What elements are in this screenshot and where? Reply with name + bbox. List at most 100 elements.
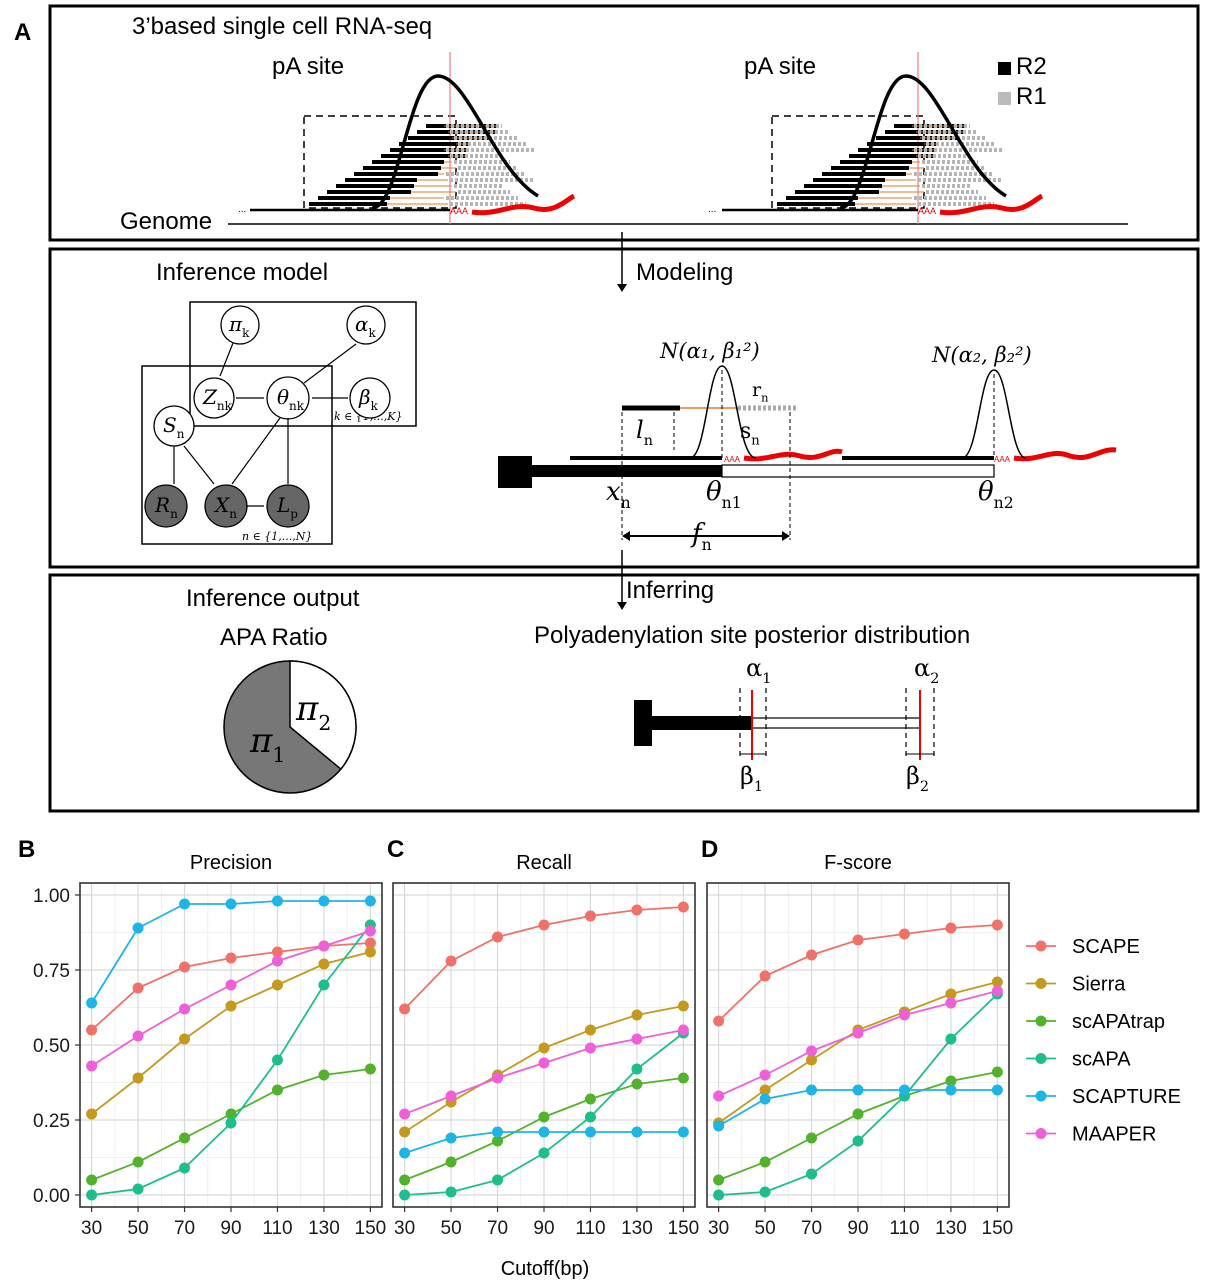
alpha1-label: α1 [746,654,771,687]
point-sierra [584,1024,596,1036]
x-tick-label: 150 [355,1218,387,1239]
point-scapa [225,1117,237,1129]
pi1-label: π1 [249,721,285,767]
point-scape [759,970,771,982]
point-scapture [806,1084,818,1096]
legend-r2-swatch [998,62,1011,75]
point-scapatrap [492,1135,504,1147]
point-scapture [225,898,237,910]
point-maaper [713,1090,725,1102]
point-scapture [179,898,191,910]
point-scape [132,982,144,994]
point-scape [852,934,864,946]
plate-k [189,301,417,427]
pie-slice-pi2 [289,660,357,771]
x-tick-label: 90 [533,1218,554,1239]
point-scapatrap [713,1174,725,1186]
point-scapa [584,1111,596,1123]
legend-r1-swatch [998,92,1011,105]
point-scapture [713,1120,725,1132]
point-sierra [132,1072,144,1084]
x-tick-label: 50 [128,1218,149,1239]
point-scapture [492,1126,504,1138]
point-scapa [538,1147,550,1159]
svg-text:AAA: AAA [918,206,936,216]
point-maaper [806,1045,818,1057]
point-scapatrap [364,1063,376,1075]
read-pile-left: ... AAA [238,52,576,224]
utr-bar [721,464,995,478]
point-scapture [677,1126,689,1138]
point-maaper [852,1027,864,1039]
point-scape [492,931,504,943]
point-scapture [584,1126,596,1138]
fn-label: fn [690,519,712,554]
point-scapatrap [179,1132,191,1144]
point-scapatrap [677,1072,689,1084]
point-scape [677,901,689,913]
legend-key-point [1035,940,1047,952]
panel-a-letter: A [14,19,31,46]
point-scapatrap [132,1156,144,1168]
modeling-diagram: AAA AAA N(α₁, β₁²) N(α₂, β₂²) rn ln sn xn θn… [498,339,1117,554]
dist1-label: N(α₁, β₁²) [659,339,760,363]
inferring-arrowhead [617,602,627,610]
node-theta-label: θnk [277,385,305,413]
point-scape [991,919,1003,931]
point-scapa [492,1174,504,1186]
point-scape [225,952,237,964]
section-rnaseq-box [48,4,1200,242]
x-tick-label: 110 [262,1218,292,1239]
point-sierra [806,1054,818,1066]
point-scapa [271,1054,283,1066]
x-tick-label: 70 [801,1218,822,1239]
point-scapa [713,1189,725,1201]
inference-model-title: Inference model [156,259,328,286]
x-tick-label: 70 [487,1218,508,1239]
polya-tail-2 [1013,447,1117,462]
point-maaper [445,1090,457,1102]
legend-key-point [1035,1090,1047,1102]
point-scape [631,904,643,916]
svg-text:...: ... [238,204,246,215]
point-sierra [179,1033,191,1045]
point-scapture [271,895,283,907]
gaussian-2 [961,369,1027,459]
point-scape [364,937,376,949]
pa-site-label-right: pA site [744,53,816,80]
x-tick-label: 30 [394,1218,415,1239]
plate-n-label: n ∈ {1,...,N} [242,530,312,543]
point-sierra [225,1000,237,1012]
point-scape [86,1024,98,1036]
point-scapatrap [945,1075,957,1087]
point-scapture [852,1084,864,1096]
x-tick-label: 50 [755,1218,776,1239]
point-scape [538,919,550,931]
point-scapatrap [538,1111,550,1123]
point-scapatrap [852,1108,864,1120]
node-beta-label: βk [358,385,379,413]
point-scapture [399,1147,411,1159]
panel-d-letter: D [701,836,718,863]
point-scapa [179,1162,191,1174]
legend-label: SCAPTURE [1072,1086,1181,1108]
x-tick-label: 70 [174,1218,195,1239]
panel-b-letter: B [18,836,35,863]
posterior-diagram: α1 α2 β1 β2 [634,654,939,795]
read-pile-right: ... AAA [708,52,1044,224]
point-sierra [538,1042,550,1054]
point-scapa [631,1063,643,1075]
y-tick-label: 0.75 [33,961,70,982]
node-r [144,484,188,528]
xn-label: xn [606,477,631,512]
point-scape [806,949,818,961]
point-maaper [538,1057,550,1069]
point-scapatrap [225,1108,237,1120]
node-alpha-label: αk [355,312,377,340]
node-z [193,377,235,419]
point-scape [945,922,957,934]
pi2-label: π2 [295,689,331,735]
node-z-label: Znk [202,385,233,413]
